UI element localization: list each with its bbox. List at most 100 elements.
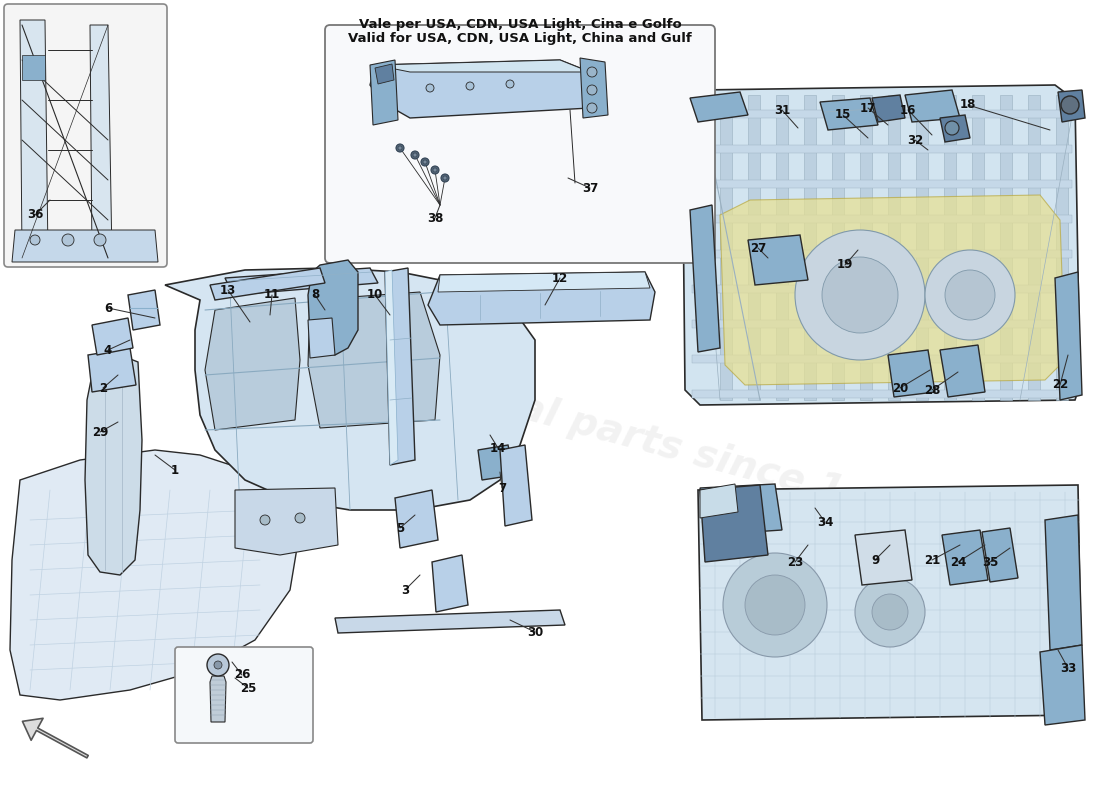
- Circle shape: [396, 144, 404, 152]
- Polygon shape: [500, 445, 532, 526]
- Polygon shape: [692, 390, 1072, 398]
- Polygon shape: [820, 98, 878, 130]
- Circle shape: [945, 121, 959, 135]
- Polygon shape: [336, 610, 565, 633]
- Polygon shape: [235, 488, 338, 555]
- Text: 28: 28: [924, 383, 940, 397]
- Text: 29: 29: [91, 426, 108, 438]
- Polygon shape: [940, 345, 984, 397]
- Text: 14: 14: [490, 442, 506, 454]
- Circle shape: [855, 577, 925, 647]
- Circle shape: [207, 654, 229, 676]
- Text: 9: 9: [871, 554, 879, 566]
- Circle shape: [587, 103, 597, 113]
- Polygon shape: [375, 60, 590, 72]
- Polygon shape: [308, 260, 358, 355]
- Text: 7: 7: [498, 482, 506, 494]
- Polygon shape: [720, 95, 732, 400]
- Circle shape: [398, 146, 402, 150]
- Polygon shape: [776, 95, 788, 400]
- Polygon shape: [972, 95, 984, 400]
- Text: professional parts since 1: professional parts since 1: [292, 328, 848, 512]
- Text: 18: 18: [960, 98, 976, 111]
- Polygon shape: [165, 268, 535, 510]
- FancyBboxPatch shape: [175, 647, 314, 743]
- Polygon shape: [85, 355, 142, 575]
- Polygon shape: [700, 484, 738, 518]
- Circle shape: [30, 235, 40, 245]
- Circle shape: [424, 160, 427, 164]
- Polygon shape: [692, 215, 1072, 223]
- Circle shape: [925, 250, 1015, 340]
- Text: 34: 34: [817, 515, 833, 529]
- Polygon shape: [370, 60, 398, 125]
- Polygon shape: [700, 485, 768, 562]
- Polygon shape: [832, 95, 844, 400]
- Polygon shape: [1045, 515, 1082, 650]
- Polygon shape: [720, 195, 1065, 385]
- Circle shape: [441, 174, 449, 182]
- Polygon shape: [982, 528, 1018, 582]
- Polygon shape: [860, 95, 872, 400]
- Polygon shape: [905, 90, 960, 122]
- Polygon shape: [1055, 272, 1082, 400]
- Polygon shape: [128, 290, 160, 330]
- Polygon shape: [1056, 95, 1068, 400]
- Polygon shape: [682, 85, 1080, 405]
- Text: 25: 25: [240, 682, 256, 694]
- Polygon shape: [385, 268, 415, 465]
- Circle shape: [945, 270, 996, 320]
- Polygon shape: [385, 270, 398, 465]
- Polygon shape: [478, 445, 515, 480]
- Circle shape: [433, 168, 437, 172]
- Text: 8: 8: [311, 289, 319, 302]
- FancyBboxPatch shape: [4, 4, 167, 267]
- Polygon shape: [888, 95, 900, 400]
- Text: 22: 22: [1052, 378, 1068, 391]
- Circle shape: [431, 166, 439, 174]
- Polygon shape: [916, 95, 928, 400]
- Polygon shape: [700, 484, 782, 535]
- Circle shape: [411, 151, 419, 159]
- Text: 24: 24: [949, 555, 966, 569]
- Polygon shape: [1028, 95, 1040, 400]
- Polygon shape: [692, 285, 1072, 293]
- FancyArrowPatch shape: [22, 718, 88, 758]
- Polygon shape: [580, 58, 608, 118]
- Polygon shape: [692, 250, 1072, 258]
- Circle shape: [421, 158, 429, 166]
- Circle shape: [466, 82, 474, 90]
- Text: 15: 15: [835, 109, 851, 122]
- Polygon shape: [210, 268, 324, 300]
- Polygon shape: [1040, 645, 1085, 725]
- Circle shape: [1062, 96, 1079, 114]
- Polygon shape: [210, 676, 225, 722]
- Circle shape: [587, 67, 597, 77]
- Text: 6: 6: [103, 302, 112, 314]
- Polygon shape: [748, 95, 760, 400]
- Polygon shape: [940, 115, 970, 142]
- Text: 1: 1: [170, 463, 179, 477]
- Polygon shape: [308, 292, 440, 428]
- Polygon shape: [395, 490, 438, 548]
- Circle shape: [822, 257, 898, 333]
- Polygon shape: [692, 110, 1072, 118]
- Polygon shape: [804, 95, 816, 400]
- Text: 31: 31: [774, 103, 790, 117]
- Polygon shape: [692, 355, 1072, 363]
- Circle shape: [506, 80, 514, 88]
- Text: 3: 3: [400, 583, 409, 597]
- Text: 38: 38: [427, 211, 443, 225]
- Polygon shape: [375, 64, 394, 84]
- Text: 19: 19: [837, 258, 854, 271]
- Polygon shape: [855, 530, 912, 585]
- Text: 10: 10: [367, 289, 383, 302]
- Text: 11: 11: [264, 289, 280, 302]
- Polygon shape: [10, 450, 300, 700]
- Polygon shape: [692, 145, 1072, 153]
- Polygon shape: [942, 530, 988, 585]
- Text: 17: 17: [860, 102, 876, 114]
- Text: 2: 2: [99, 382, 107, 394]
- Circle shape: [260, 515, 270, 525]
- Circle shape: [872, 594, 908, 630]
